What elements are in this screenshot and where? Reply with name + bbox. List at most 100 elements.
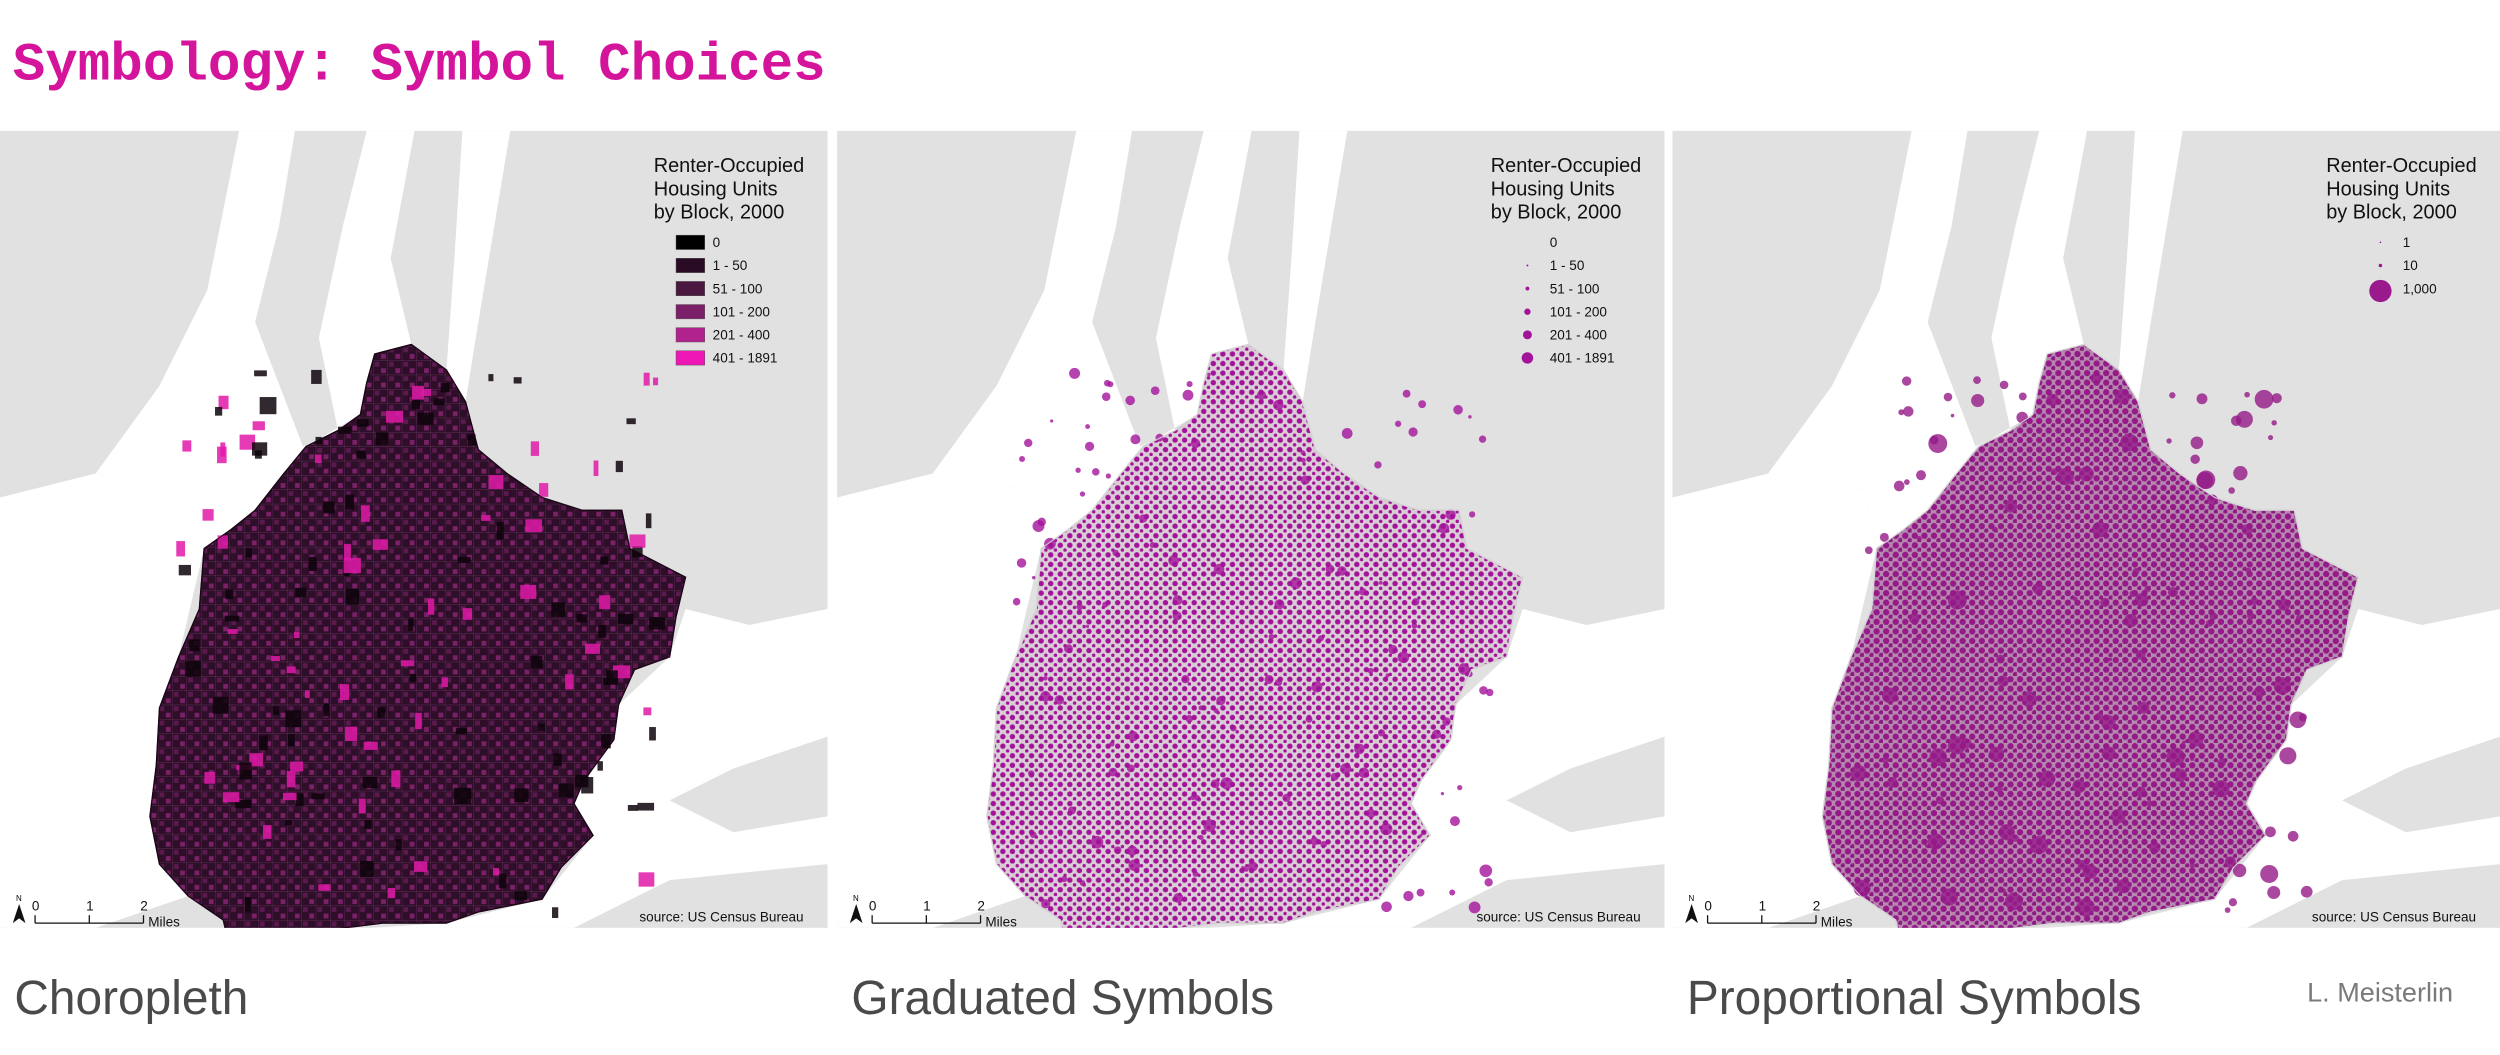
symbol	[2220, 755, 2224, 760]
block	[245, 897, 251, 913]
symbol	[1947, 736, 1966, 755]
scale-unit: Miles	[148, 914, 180, 929]
symbol	[2250, 597, 2259, 606]
symbol	[1397, 651, 1410, 664]
symbol	[2120, 433, 2139, 452]
block	[391, 770, 401, 788]
block	[318, 884, 331, 891]
symbol	[1940, 888, 1958, 906]
symbol	[1394, 420, 1402, 427]
symbol	[1374, 461, 1382, 469]
block	[413, 861, 428, 872]
symbol	[1210, 779, 1220, 789]
symbol	[1864, 546, 1873, 555]
block	[227, 629, 238, 634]
symbol	[1995, 785, 2003, 793]
block	[514, 788, 529, 802]
block	[552, 907, 559, 919]
symbol	[1325, 564, 1335, 574]
block-accents	[1012, 367, 1494, 914]
symbol	[1130, 434, 1141, 445]
block	[598, 625, 607, 638]
block	[282, 792, 297, 801]
symbol	[2226, 685, 2233, 692]
symbol	[1380, 822, 1393, 836]
symbol	[2228, 487, 2235, 494]
symbol	[2018, 392, 2027, 401]
symbol	[1300, 450, 1306, 456]
symbol	[2265, 826, 2276, 838]
symbol	[2077, 859, 2088, 870]
block	[553, 753, 562, 766]
block	[513, 377, 522, 384]
block	[558, 783, 574, 798]
block	[408, 618, 414, 632]
symbol	[2135, 786, 2147, 798]
symbol	[2228, 898, 2237, 907]
symbol	[1172, 611, 1182, 621]
block	[286, 666, 296, 674]
symbol	[1947, 590, 1967, 610]
symbol	[1075, 467, 1081, 473]
symbol	[2230, 415, 2242, 427]
symbol	[2129, 590, 2137, 598]
block	[643, 707, 652, 716]
symbol	[1904, 479, 1910, 485]
symbol	[1411, 598, 1420, 606]
legend-title: by Block, 2000	[1491, 201, 1622, 223]
symbol	[2233, 466, 2248, 481]
block	[189, 639, 200, 652]
symbol	[1265, 452, 1270, 457]
legend-title: Renter-Occupied	[654, 155, 804, 177]
symbol	[1411, 622, 1418, 629]
water	[2118, 130, 2183, 402]
scale-label: 2	[977, 898, 985, 913]
block	[457, 556, 471, 563]
legend-label: 51 - 100	[713, 281, 763, 296]
water	[932, 130, 1252, 549]
block	[337, 426, 352, 434]
symbol	[2217, 758, 2227, 767]
legend-symbol	[1525, 286, 1530, 291]
legend-label: 1,000	[2403, 281, 2437, 296]
water	[369, 800, 828, 928]
block	[304, 690, 310, 698]
block	[315, 454, 322, 464]
symbol	[2212, 780, 2230, 798]
block	[290, 761, 304, 772]
symbol	[1182, 389, 1194, 401]
legend-symbol	[1524, 308, 1531, 315]
legend-symbol	[2378, 263, 2383, 268]
block	[411, 398, 421, 410]
symbol	[2032, 582, 2044, 595]
water	[573, 609, 828, 836]
block	[343, 557, 361, 574]
scale-label: 2	[140, 898, 148, 913]
legend-swatch	[675, 304, 705, 320]
author: L. Meisterlin	[2307, 976, 2453, 1007]
block	[215, 406, 223, 416]
block	[222, 792, 240, 803]
water	[1768, 130, 2088, 549]
symbol	[1079, 491, 1086, 497]
block	[358, 798, 366, 814]
symbol	[1117, 821, 1122, 825]
block	[455, 728, 467, 735]
symbol	[1196, 797, 1202, 802]
symbol	[1043, 675, 1048, 681]
block	[185, 661, 201, 677]
symbol	[1903, 406, 1914, 417]
block	[220, 442, 226, 457]
symbol	[1853, 879, 1871, 897]
borough-clip-mask	[149, 343, 687, 928]
symbol	[2050, 468, 2058, 476]
block	[632, 546, 643, 558]
block	[454, 787, 472, 805]
symbol	[2134, 592, 2149, 607]
symbol	[2169, 392, 2176, 399]
symbol	[1044, 537, 1056, 550]
block	[539, 483, 549, 497]
block	[345, 726, 358, 742]
symbol	[2110, 808, 2126, 824]
symbol	[1113, 846, 1122, 854]
